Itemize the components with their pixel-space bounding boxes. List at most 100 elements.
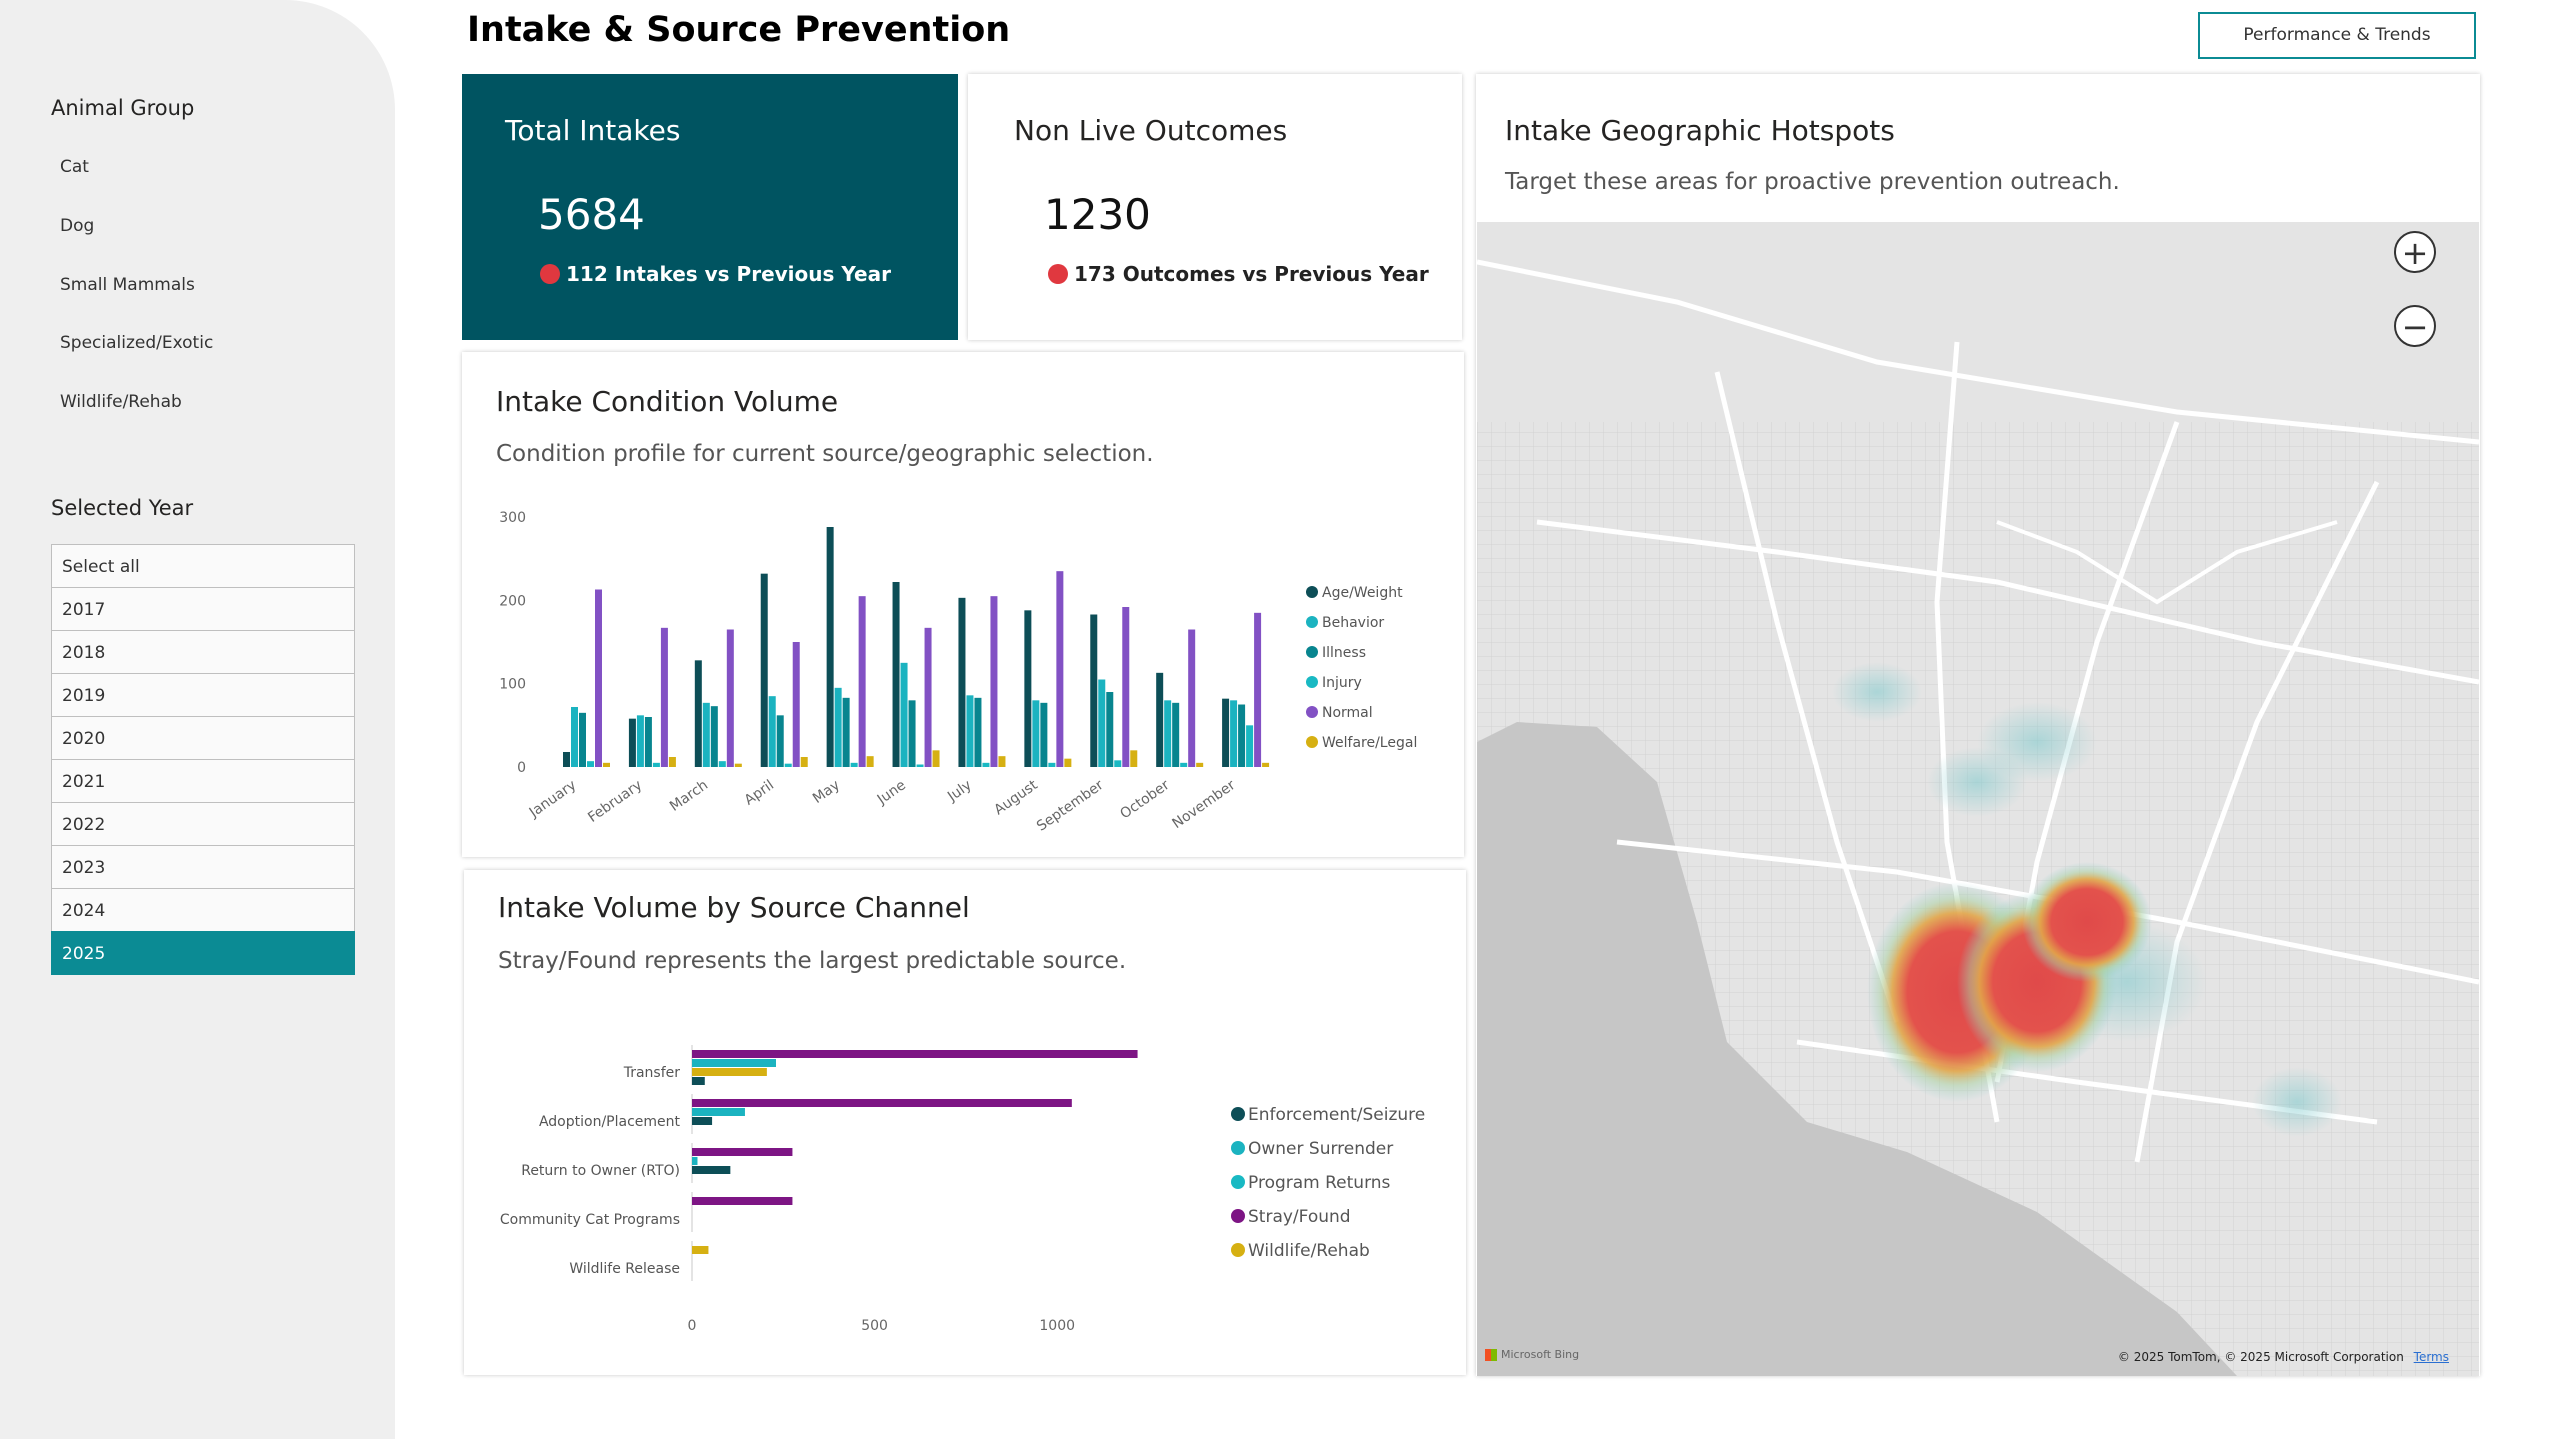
condition-bar (850, 762, 858, 767)
condition-bar (1032, 700, 1040, 767)
condition-bar (784, 763, 792, 767)
x-tick-label: September (1034, 777, 1107, 835)
year-slicer: Select all 2017 2018 2019 2020 2021 2022… (51, 544, 355, 975)
y-tick-label: Wildlife Release (569, 1261, 680, 1277)
animal-group-heading: Animal Group (51, 96, 195, 120)
animal-group-specialized-exotic[interactable]: Specialized/Exotic (60, 333, 214, 353)
condition-bar (826, 527, 834, 767)
map-copyright: © 2025 TomTom, © 2025 Microsoft Corporat… (2118, 1350, 2449, 1364)
condition-bar (628, 718, 636, 767)
map-terms-link[interactable]: Terms (2413, 1350, 2449, 1364)
condition-bar (1098, 679, 1106, 767)
condition-bar (1254, 612, 1262, 767)
legend-marker (1306, 616, 1318, 628)
condition-volume-card: Intake Condition Volume Condition profil… (462, 352, 1464, 857)
condition-bar (734, 763, 742, 767)
year-option-2017[interactable]: 2017 (51, 587, 355, 631)
animal-group-small-mammals[interactable]: Small Mammals (60, 275, 195, 295)
y-tick-label: 200 (499, 593, 526, 609)
year-option-select-all[interactable]: Select all (51, 544, 355, 588)
legend-marker (1306, 736, 1318, 748)
legend-label: Stray/Found (1248, 1207, 1351, 1227)
total-intakes-card: Total Intakes 5684 112 Intakes vs Previo… (462, 74, 958, 340)
year-option-2023[interactable]: 2023 (51, 845, 355, 889)
condition-bar (1188, 629, 1196, 767)
condition-bar (998, 756, 1006, 767)
legend-marker (1306, 676, 1318, 688)
condition-bar (990, 596, 998, 767)
y-tick-label: Community Cat Programs (500, 1212, 680, 1228)
source-bar (692, 1068, 767, 1076)
legend-marker (1306, 706, 1318, 718)
y-tick-label: 0 (517, 760, 526, 776)
condition-bar (1262, 762, 1270, 767)
condition-bar (726, 629, 734, 767)
year-option-2019[interactable]: 2019 (51, 673, 355, 717)
source-bar (692, 1059, 776, 1067)
condition-bar (1230, 700, 1238, 767)
x-tick-label: May (810, 777, 843, 807)
legend-label: Enforcement/Seizure (1248, 1105, 1425, 1125)
negative-indicator-icon (1048, 264, 1068, 284)
animal-group-dog[interactable]: Dog (60, 216, 95, 236)
total-intakes-title: Total Intakes (505, 114, 681, 147)
animal-group-cat[interactable]: Cat (60, 157, 89, 177)
year-option-2025[interactable]: 2025 (51, 931, 355, 975)
zoom-in-button[interactable]: + (2394, 231, 2436, 273)
condition-bar (660, 627, 668, 767)
y-tick-label: 300 (499, 510, 526, 526)
condition-bar (982, 762, 990, 767)
source-bar (692, 1157, 698, 1165)
performance-trends-button[interactable]: Performance & Trends (2198, 12, 2476, 59)
condition-bar (644, 717, 652, 767)
hotspot-tertiary (2022, 862, 2152, 982)
condition-bar (1164, 700, 1172, 767)
condition-bar (1156, 672, 1164, 767)
condition-bar (1090, 614, 1098, 767)
map-canvas (1477, 222, 2479, 1376)
condition-bar (694, 660, 702, 767)
source-channel-subtitle: Stray/Found represents the largest predi… (498, 948, 1127, 974)
condition-bar (1048, 762, 1056, 767)
zoom-out-button[interactable]: − (2394, 305, 2436, 347)
condition-bar (1196, 762, 1204, 767)
condition-bar (776, 715, 784, 767)
legend-marker (1231, 1243, 1245, 1257)
condition-bar (595, 589, 602, 767)
x-tick-label: January (526, 777, 579, 821)
condition-bar (1222, 698, 1230, 767)
condition-bar (718, 761, 726, 767)
condition-bar (760, 573, 768, 767)
source-channel-title: Intake Volume by Source Channel (498, 891, 970, 924)
y-tick-label: Return to Owner (RTO) (521, 1163, 680, 1179)
non-live-outcomes-title: Non Live Outcomes (1014, 114, 1288, 147)
animal-group-wildlife-rehab[interactable]: Wildlife/Rehab (60, 392, 182, 412)
legend-label: Welfare/Legal (1322, 735, 1417, 751)
hotspot-map[interactable]: + − Microsoft Bing © 2025 TomTom, © 2025… (1477, 222, 2479, 1376)
selected-year-heading: Selected Year (51, 496, 194, 520)
condition-bar (571, 707, 578, 767)
negative-indicator-icon (540, 264, 560, 284)
non-live-outcomes-comparison-text: 173 Outcomes vs Previous Year (1074, 262, 1429, 286)
condition-bar (668, 757, 676, 767)
non-live-outcomes-card: Non Live Outcomes 1230 173 Outcomes vs P… (968, 74, 1462, 340)
condition-bar (652, 762, 660, 767)
map-provider-text: Microsoft Bing (1501, 1348, 1580, 1361)
year-option-2018[interactable]: 2018 (51, 630, 355, 674)
source-bar (692, 1148, 793, 1156)
source-bar (692, 1077, 705, 1085)
year-option-2021[interactable]: 2021 (51, 759, 355, 803)
legend-label: Program Returns (1248, 1173, 1391, 1193)
year-option-2020[interactable]: 2020 (51, 716, 355, 760)
legend-label: Illness (1322, 645, 1366, 661)
condition-bar (1064, 758, 1072, 767)
legend-marker (1231, 1107, 1245, 1121)
total-intakes-comparison-text: 112 Intakes vs Previous Year (566, 262, 891, 286)
condition-bar (1114, 760, 1122, 767)
bing-attribution: Microsoft Bing (1485, 1348, 1579, 1361)
x-tick-label: February (585, 777, 645, 826)
page-title: Intake & Source Prevention (467, 10, 1011, 50)
condition-bar (924, 627, 932, 767)
year-option-2022[interactable]: 2022 (51, 802, 355, 846)
year-option-2024[interactable]: 2024 (51, 888, 355, 932)
